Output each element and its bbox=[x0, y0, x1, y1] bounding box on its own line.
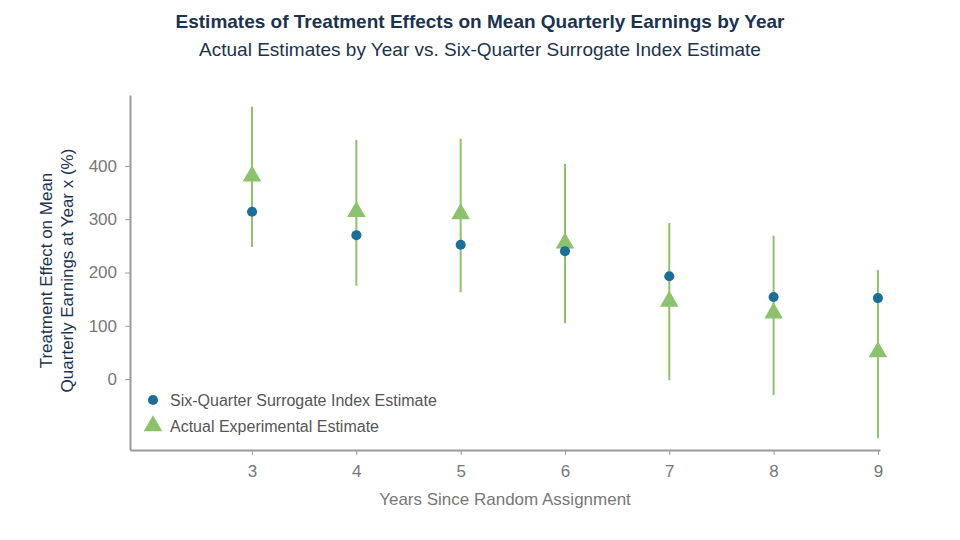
series bbox=[243, 107, 887, 439]
y-tick-label: 100 bbox=[89, 317, 117, 336]
point bbox=[456, 240, 466, 250]
y-axis-title-line: Quarterly Earnings at Year x (%) bbox=[58, 149, 77, 393]
x-tick-label: 9 bbox=[874, 462, 883, 481]
y-tick-label: 0 bbox=[108, 370, 117, 389]
x-tick-label: 8 bbox=[769, 462, 778, 481]
x-tick-label: 5 bbox=[456, 462, 465, 481]
point bbox=[664, 271, 674, 281]
x-axis-title: Years Since Random Assignment bbox=[379, 490, 631, 509]
point bbox=[451, 203, 470, 219]
legend-entry: Six-Quarter Surrogate Index Estimate bbox=[148, 392, 437, 409]
x-tick-mark bbox=[669, 450, 670, 455]
x-tick: 3 bbox=[248, 450, 257, 481]
x-tick-mark bbox=[356, 450, 357, 455]
series bbox=[247, 207, 883, 303]
y-tick: 200 bbox=[89, 263, 130, 282]
x-axis-line bbox=[131, 450, 881, 452]
y-tick-mark bbox=[125, 326, 130, 327]
x-tick: 7 bbox=[665, 450, 674, 481]
y-tick: 0 bbox=[108, 370, 130, 389]
y-tick-mark bbox=[125, 379, 130, 380]
chart: Estimates of Treatment Effects on Mean Q… bbox=[0, 0, 960, 540]
point bbox=[560, 246, 570, 256]
point bbox=[660, 291, 679, 307]
y-tick: 400 bbox=[89, 157, 130, 176]
x-tick-label: 4 bbox=[352, 462, 361, 481]
legend-label: Six-Quarter Surrogate Index Estimate bbox=[170, 392, 437, 409]
y-tick-mark bbox=[125, 273, 130, 274]
x-tick-mark bbox=[565, 450, 566, 455]
point bbox=[764, 302, 783, 318]
x-tick: 4 bbox=[352, 450, 361, 481]
x-tick-label: 7 bbox=[665, 462, 674, 481]
y-axis-title: Treatment Effect on MeanQuarterly Earnin… bbox=[37, 149, 77, 393]
x-tick-label: 3 bbox=[248, 462, 257, 481]
x-tick-mark bbox=[252, 450, 253, 455]
y-tick-label: 200 bbox=[89, 263, 117, 282]
title: Estimates of Treatment Effects on Mean Q… bbox=[176, 11, 786, 32]
x-tick-mark bbox=[878, 450, 879, 455]
point bbox=[869, 341, 888, 357]
y-tick: 300 bbox=[89, 210, 130, 229]
y-tick-label: 400 bbox=[89, 157, 117, 176]
y-tick-mark bbox=[125, 166, 130, 167]
y-axis: 0 100 200 300 400 bbox=[89, 96, 131, 451]
legend-swatch bbox=[148, 395, 158, 405]
legend-entry: Actual Experimental Estimate bbox=[144, 415, 379, 435]
x-tick-mark bbox=[774, 450, 775, 455]
x-tick: 6 bbox=[561, 450, 570, 481]
subtitle: Actual Estimates by Year vs. Six-Quarter… bbox=[199, 39, 761, 60]
legend: Six-Quarter Surrogate Index Estimate Actu… bbox=[144, 392, 437, 435]
point bbox=[769, 292, 779, 302]
point bbox=[247, 207, 257, 217]
y-axis-title-line: Treatment Effect on Mean bbox=[37, 173, 56, 369]
x-axis: 3 4 5 6 7 8 9 bbox=[131, 450, 884, 481]
x-tick: 5 bbox=[456, 450, 465, 481]
point bbox=[873, 293, 883, 303]
point bbox=[243, 165, 262, 181]
y-tick-mark bbox=[125, 219, 130, 220]
x-tick: 8 bbox=[769, 450, 778, 481]
x-tick-mark bbox=[461, 450, 462, 455]
x-tick-label: 6 bbox=[561, 462, 570, 481]
x-tick: 9 bbox=[874, 450, 883, 481]
point bbox=[347, 201, 366, 217]
legend-swatch bbox=[144, 415, 163, 431]
point bbox=[351, 230, 361, 240]
y-tick: 100 bbox=[89, 317, 130, 336]
plot-area bbox=[243, 107, 887, 439]
legend-label: Actual Experimental Estimate bbox=[170, 418, 379, 435]
y-tick-label: 300 bbox=[89, 210, 117, 229]
